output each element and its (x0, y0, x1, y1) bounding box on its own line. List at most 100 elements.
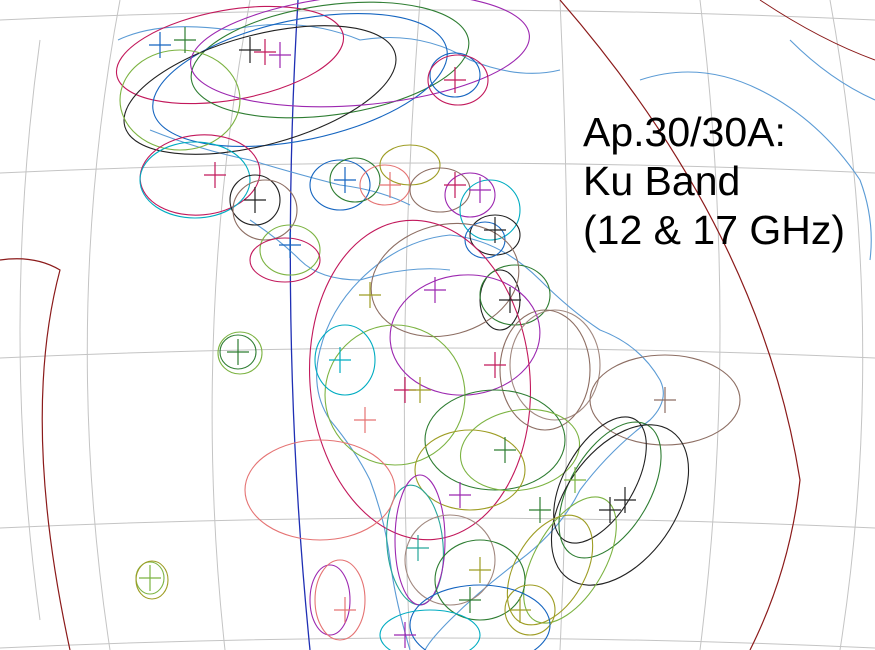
beam-center-cross (469, 177, 491, 203)
graticule-parallel (0, 517, 875, 529)
beam-center-cross (494, 437, 516, 463)
service-area-ellipse (404, 514, 496, 606)
service-area-ellipse (424, 389, 566, 491)
service-area-ellipse (589, 354, 741, 446)
beam-center-cross (654, 387, 676, 413)
service-area-ellipse (119, 49, 241, 151)
limit-arc-west (0, 258, 71, 650)
service-area-ellipse (394, 474, 446, 606)
service-area-ellipse (550, 424, 690, 586)
graticule-meridian (699, 0, 721, 650)
service-area-ellipse (259, 224, 321, 276)
beam-center-cross (484, 217, 506, 243)
service-area-ellipse (308, 219, 532, 541)
graticule-parallel (0, 637, 875, 649)
beam-center-cross (469, 557, 491, 583)
service-area-ellipse (409, 584, 551, 650)
beam-center-cross (407, 535, 429, 561)
band-title-line-3: (12 & 17 GHz) (583, 207, 846, 253)
service-area-ellipse (217, 331, 263, 375)
beam-center-cross (244, 187, 266, 213)
service-area-ellipse (459, 179, 521, 241)
service-area-ellipse (509, 309, 601, 421)
graticule-meridian (211, 0, 251, 650)
limit-arc-east (559, 0, 801, 650)
service-area-ellipse (190, 1, 470, 119)
service-area-ellipse (115, 5, 345, 105)
service-area-ellipse (459, 408, 581, 492)
service-area-ellipse (314, 324, 376, 396)
service-area-ellipse (219, 334, 257, 370)
service-area-ellipse (379, 609, 481, 650)
coastline-segment (359, 234, 664, 650)
band-title: Ap.30/30A: Ku Band (12 & 17 GHz) (583, 108, 845, 255)
beam-center-cross (254, 39, 276, 65)
service-area-ellipse (444, 172, 496, 218)
service-area-ellipse (309, 564, 351, 636)
graticule-meridian (86, 0, 121, 650)
beam-center-cross (409, 377, 431, 403)
coastline-segment (117, 23, 561, 74)
beam-center-cross (564, 467, 586, 493)
beam-center-cross (239, 37, 261, 63)
service-area-ellipse (523, 496, 617, 624)
graticule-parallel (0, 162, 875, 174)
graticule-meridian (829, 0, 864, 650)
service-area-ellipse (309, 159, 371, 211)
service-area-ellipse (469, 214, 521, 256)
coastline-segment (639, 71, 872, 261)
service-area-ellipse (190, 0, 530, 108)
service-area-ellipse (414, 429, 526, 511)
beam-center-cross (394, 622, 416, 648)
beam-center-cross (499, 287, 521, 313)
coastline-segment (149, 129, 411, 206)
service-area-ellipse (123, 25, 397, 155)
service-area-ellipse (152, 12, 448, 148)
beam-center-markers (139, 27, 676, 648)
band-title-line-2: Ku Band (583, 158, 741, 204)
beam-center-cross (334, 597, 356, 623)
beam-center-cross (329, 347, 351, 373)
beam-center-cross (444, 172, 466, 198)
beam-center-cross (279, 232, 301, 258)
service-area-ellipse (389, 274, 541, 396)
beam-footprints (115, 0, 741, 650)
service-area-ellipse (139, 141, 251, 219)
service-area-ellipse (553, 416, 647, 544)
beam-center-cross (354, 407, 376, 433)
service-area-ellipse (429, 52, 481, 98)
coastline-segment (789, 39, 875, 101)
graticule-meridian (559, 0, 568, 650)
service-area-ellipse (427, 54, 489, 106)
beam-center-cross (227, 339, 249, 365)
service-area-ellipse (499, 309, 591, 431)
beam-center-cross (459, 587, 481, 613)
beam-center-cross (599, 497, 621, 523)
service-area-ellipse (370, 222, 520, 338)
band-title-line-1: Ap.30/30A: (583, 109, 786, 155)
beam-center-cross (174, 27, 196, 53)
limit-arc-northeast (759, 0, 875, 61)
beam-center-cross (379, 172, 401, 198)
service-area-ellipse (434, 539, 526, 621)
service-area-ellipse (314, 559, 366, 641)
service-area-ellipse (249, 237, 321, 283)
beam-center-cross (149, 32, 171, 58)
beam-center-cross (449, 482, 471, 508)
beam-center-cross (424, 277, 446, 303)
service-area-ellipse (232, 179, 298, 241)
graticule-parallel (0, 9, 875, 21)
service-area-ellipse (229, 174, 281, 226)
service-area-ellipse (479, 264, 551, 326)
graticule-meridian (403, 0, 421, 650)
service-area-ellipse (329, 157, 381, 203)
reference-meridian (289, 0, 311, 650)
beam-center-cross (614, 487, 636, 513)
beam-center-cross (269, 42, 291, 68)
graticule-meridian (19, 39, 41, 621)
beam-center-cross (334, 167, 356, 193)
service-area-ellipse (379, 144, 441, 186)
